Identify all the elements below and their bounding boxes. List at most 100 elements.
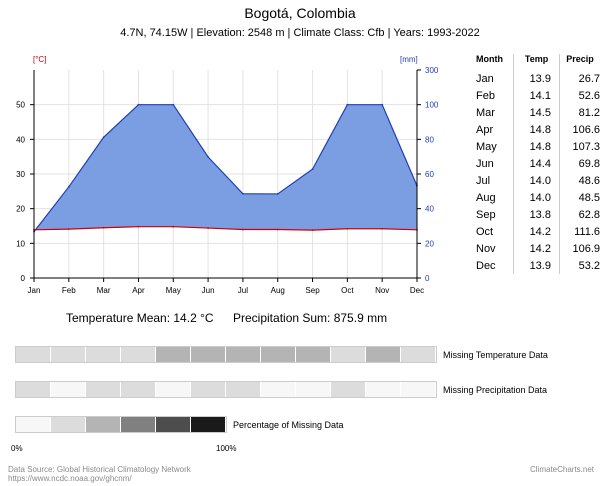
- right-tick-label: 60: [425, 170, 434, 179]
- table-row: Feb 14.1 52.6: [468, 87, 600, 104]
- table-cell-month: Aug: [476, 191, 496, 204]
- precipitation-point: [311, 168, 314, 171]
- data-source: Data Source: Global Historical Climatolo…: [8, 465, 191, 474]
- temperature-point: [172, 225, 175, 228]
- column-header-precip: Precip: [566, 54, 594, 64]
- table-cell-precip: 26.7: [578, 72, 600, 85]
- legend-swatch: [16, 417, 51, 432]
- temperature-point: [381, 227, 384, 230]
- table-row: Sep 13.8 62.8: [468, 206, 600, 223]
- table-cell-temp: 14.5: [513, 104, 560, 121]
- table-cell-temp: 14.2: [513, 223, 560, 240]
- x-tick-label: May: [166, 286, 181, 295]
- x-tick-label: Nov: [375, 286, 389, 295]
- x-tick-label: Dec: [410, 286, 424, 295]
- left-tick-label: 10: [16, 239, 25, 248]
- missing-temperature-cell: [296, 347, 331, 362]
- precipitation-point: [276, 193, 279, 195]
- legend-swatch: [191, 417, 226, 432]
- missing-precipitation-label: Missing Precipitation Data: [443, 385, 548, 395]
- table-row: Aug 14.0 48.5: [468, 189, 600, 206]
- table-cell-temp: 13.8: [513, 206, 560, 223]
- left-tick-label: 20: [16, 205, 25, 214]
- right-tick-label: 40: [425, 205, 434, 214]
- right-tick-label: 20: [425, 239, 434, 248]
- missing-data-legend-label: Percentage of Missing Data: [233, 420, 344, 430]
- missing-temperature-cell: [261, 347, 296, 362]
- table-row: Jan 13.9 26.7: [468, 70, 600, 87]
- precipitation-line: [33, 104, 418, 233]
- table-header-row: Month Temp Precip: [468, 54, 600, 70]
- missing-precipitation-cell: [51, 382, 86, 397]
- temperature-point: [346, 227, 349, 230]
- table-cell-precip: 53.2: [578, 259, 600, 272]
- table-cell-precip: 81.2: [578, 106, 600, 119]
- precipitation-area: [34, 104, 417, 232]
- x-tick-label: Aug: [271, 286, 285, 295]
- table-cell-precip: 106.6: [572, 123, 600, 136]
- missing-precipitation-cell: [261, 382, 296, 397]
- missing-precipitation-cell: [331, 382, 366, 397]
- table-cell-month: Jun: [476, 157, 494, 170]
- precipitation-area-layer: [33, 103, 418, 233]
- table-cell-month: Feb: [476, 89, 495, 102]
- missing-precipitation-cell: [16, 382, 51, 397]
- table-row: Oct 14.2 111.6: [468, 223, 600, 240]
- missing-precipitation-cell: [86, 382, 121, 397]
- missing-precipitation-cell: [121, 382, 156, 397]
- missing-temperature-cell: [331, 347, 366, 362]
- missing-precipitation-cell: [401, 382, 436, 397]
- missing-temperature-label: Missing Temperature Data: [443, 350, 548, 360]
- missing-temperature-cell: [86, 347, 121, 362]
- table-cell-month: Oct: [476, 225, 494, 238]
- temperature-line: [33, 226, 418, 231]
- legend-swatch: [156, 417, 191, 432]
- table-row: Nov 14.2 106.9: [468, 240, 600, 257]
- climate-chart: 0 10 20 30 40 50 [°C] 0 20 40 60 80 100 300 [mm] Jan Feb…: [16, 55, 439, 295]
- missing-temperature-cell: [51, 347, 86, 362]
- missing-temperature-cell: [16, 347, 51, 362]
- table-row: Dec 13.9 53.2: [468, 257, 600, 274]
- table-cell-precip: 48.5: [578, 191, 600, 204]
- table-cell-temp: 14.0: [513, 189, 560, 206]
- right-tick-label: 300: [425, 66, 439, 75]
- table-cell-month: Sep: [476, 208, 496, 221]
- temperature-point: [207, 227, 209, 229]
- missing-temperature-cell: [121, 347, 156, 362]
- table-cell-temp: 14.8: [513, 121, 560, 138]
- left-axis-unit: [°C]: [33, 55, 46, 64]
- table-cell-precip: 106.9: [572, 242, 600, 255]
- legend-min-label: 0%: [11, 444, 23, 453]
- table-cell-precip: 111.6: [574, 225, 600, 238]
- missing-temperature-cell: [226, 347, 261, 362]
- table-cell-temp: 14.8: [513, 138, 560, 155]
- brand-link[interactable]: ClimateCharts.net: [530, 465, 595, 474]
- precipitation-point: [381, 103, 384, 106]
- x-tick-label: Jun: [202, 286, 215, 295]
- chart-subtitle: 4.7N, 74.15W | Elevation: 2548 m | Clima…: [120, 27, 480, 39]
- temperature-point: [67, 228, 70, 231]
- table-row: May 14.8 107.3: [468, 138, 600, 155]
- table-cell-temp: 14.2: [513, 240, 560, 257]
- column-header-month: Month: [476, 54, 503, 64]
- table-cell-precip: 62.8: [578, 208, 600, 221]
- chart-axes: [30, 69, 421, 282]
- table-cell-temp: 14.4: [513, 155, 560, 172]
- legend-swatch: [86, 417, 121, 432]
- missing-data-legend: [15, 416, 227, 433]
- table-cell-precip: 69.8: [578, 157, 600, 170]
- legend-max-label: 100%: [216, 444, 237, 453]
- data-source-url[interactable]: https://www.ncdc.noaa.gov/ghcnm/: [8, 474, 132, 483]
- temperature-point: [137, 225, 140, 228]
- precipitation-point: [242, 192, 244, 195]
- temperature-point: [102, 226, 105, 229]
- chart-title: Bogotá, Colombia: [244, 5, 356, 21]
- missing-temperature-cell: [156, 347, 191, 362]
- table-row: Mar 14.5 81.2: [468, 104, 600, 121]
- precipitation-point: [137, 103, 140, 106]
- x-tick-label: Apr: [132, 286, 145, 295]
- x-tick-label: Oct: [341, 286, 354, 295]
- table-cell-temp: 13.9: [513, 70, 560, 87]
- precipitation-point: [346, 103, 349, 106]
- table-cell-month: Dec: [476, 259, 496, 272]
